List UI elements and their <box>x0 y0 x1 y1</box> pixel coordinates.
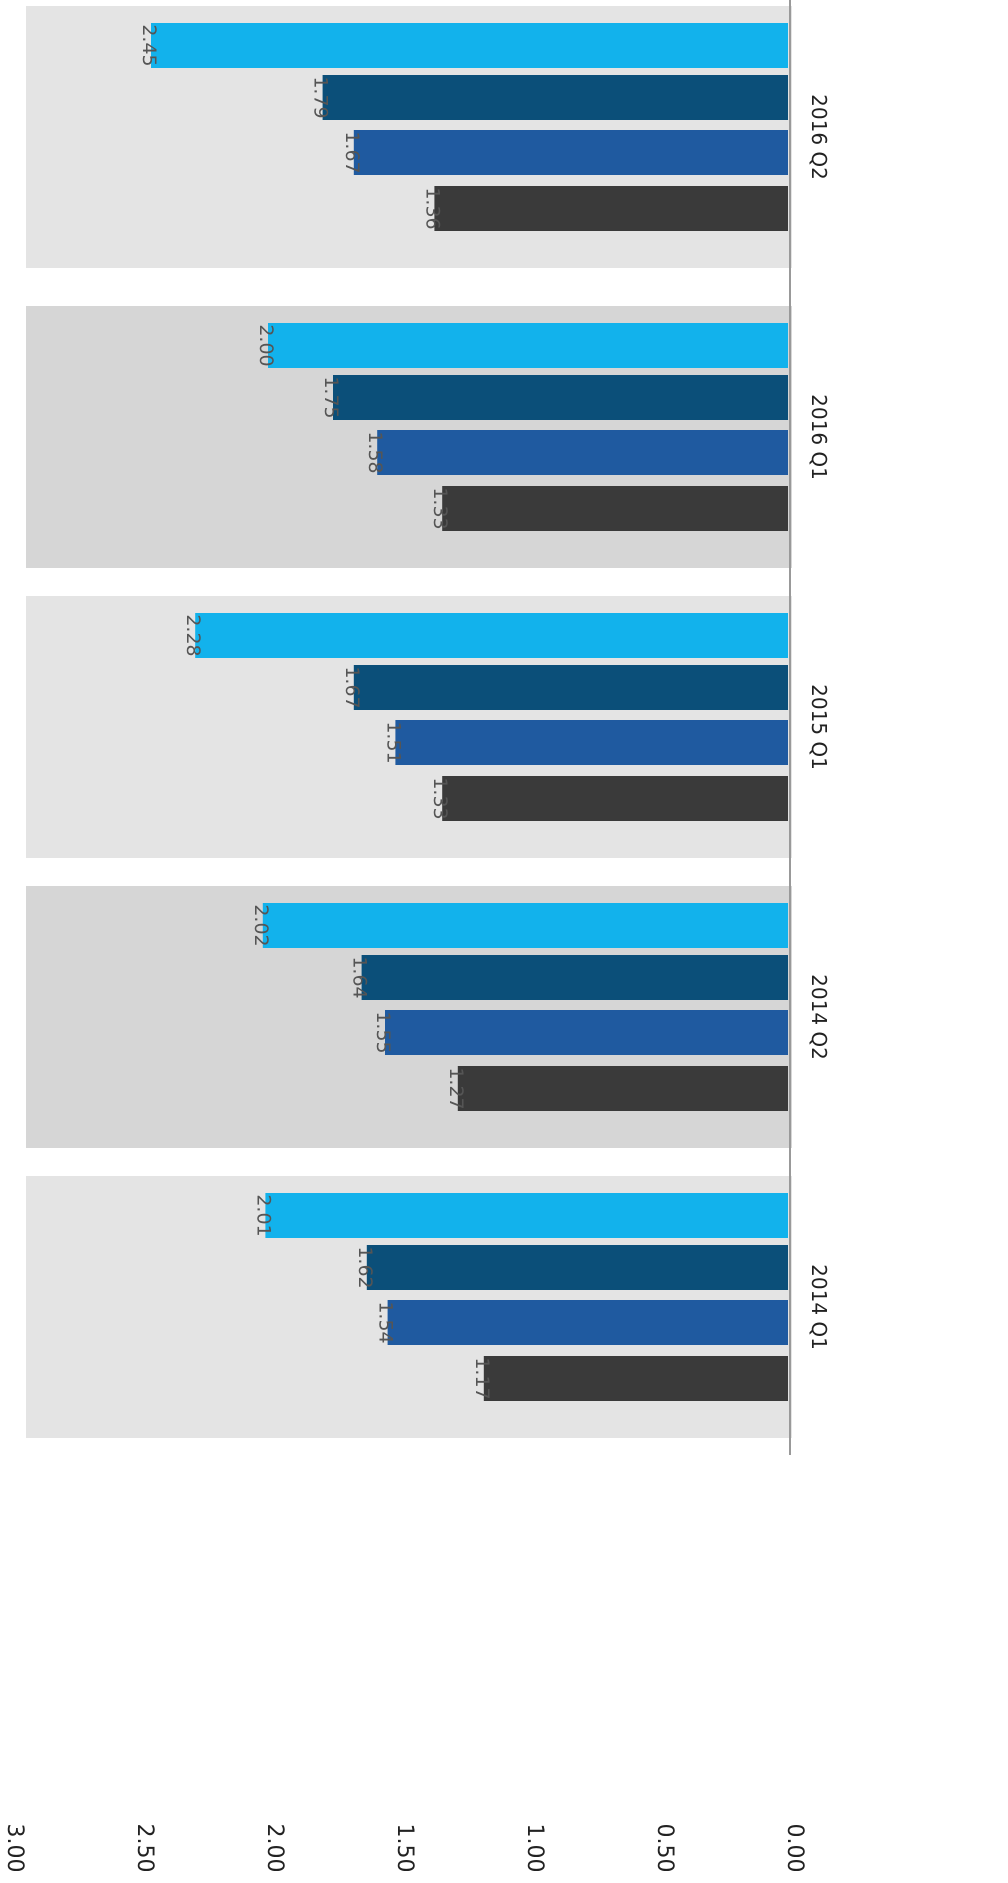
tick-label: 1.00 <box>522 1824 547 1873</box>
value-label: 2.00 <box>255 324 277 366</box>
value-label: 2.01 <box>252 1194 274 1236</box>
value-label: 1.27 <box>445 1067 467 1109</box>
bar <box>268 323 788 368</box>
bar <box>434 186 788 231</box>
value-label: 1.79 <box>310 76 332 118</box>
axes: 0.00 0.50 1.00 1.50 2.00 2.50 3.00 <box>2 0 807 1872</box>
bar <box>322 75 788 120</box>
value-label: 1.75 <box>320 376 342 418</box>
value-label: 1.33 <box>429 777 451 819</box>
bar <box>395 720 788 765</box>
value-label: 1.58 <box>364 431 386 473</box>
category-label: 2014 Q2 <box>807 974 831 1060</box>
bars <box>151 23 788 1401</box>
bar <box>195 613 788 658</box>
value-label: 1.64 <box>349 956 371 998</box>
bar <box>483 1356 788 1401</box>
category-label: 2015 Q1 <box>807 684 831 770</box>
value-label: 1.67 <box>341 131 363 173</box>
bar <box>377 430 788 475</box>
tick-label: 2.00 <box>262 1824 287 1873</box>
bar <box>457 1066 788 1111</box>
value-label: 1.36 <box>421 187 443 229</box>
bar <box>387 1300 788 1345</box>
category-label: 2016 Q2 <box>807 94 831 180</box>
value-label: 2.45 <box>138 24 160 66</box>
tick-label: 0.00 <box>782 1824 807 1873</box>
category-label: 2016 Q1 <box>807 394 831 480</box>
bar <box>385 1010 788 1055</box>
value-label: 2.02 <box>250 904 272 946</box>
bar <box>151 23 788 68</box>
bar <box>361 955 788 1000</box>
value-label: 1.51 <box>382 721 404 763</box>
bar <box>442 776 788 821</box>
tick-label: 0.50 <box>652 1824 677 1873</box>
bar <box>353 665 788 710</box>
value-label: 1.62 <box>354 1246 376 1288</box>
tick-label: 2.50 <box>132 1824 157 1873</box>
value-label: 1.33 <box>429 487 451 529</box>
bar <box>353 130 788 175</box>
bar <box>333 375 788 420</box>
bar <box>366 1245 788 1290</box>
value-label: 1.54 <box>375 1301 397 1343</box>
category-label: 2014 Q1 <box>807 1264 831 1350</box>
value-label: 2.28 <box>182 614 204 656</box>
value-label: 1.17 <box>471 1357 493 1399</box>
tick-label: 1.50 <box>392 1824 417 1873</box>
bar <box>442 486 788 531</box>
value-label: 1.55 <box>372 1011 394 1053</box>
bar <box>262 903 788 948</box>
bar <box>265 1193 788 1238</box>
value-label: 1.67 <box>341 666 363 708</box>
tick-label: 3.00 <box>2 1824 27 1873</box>
